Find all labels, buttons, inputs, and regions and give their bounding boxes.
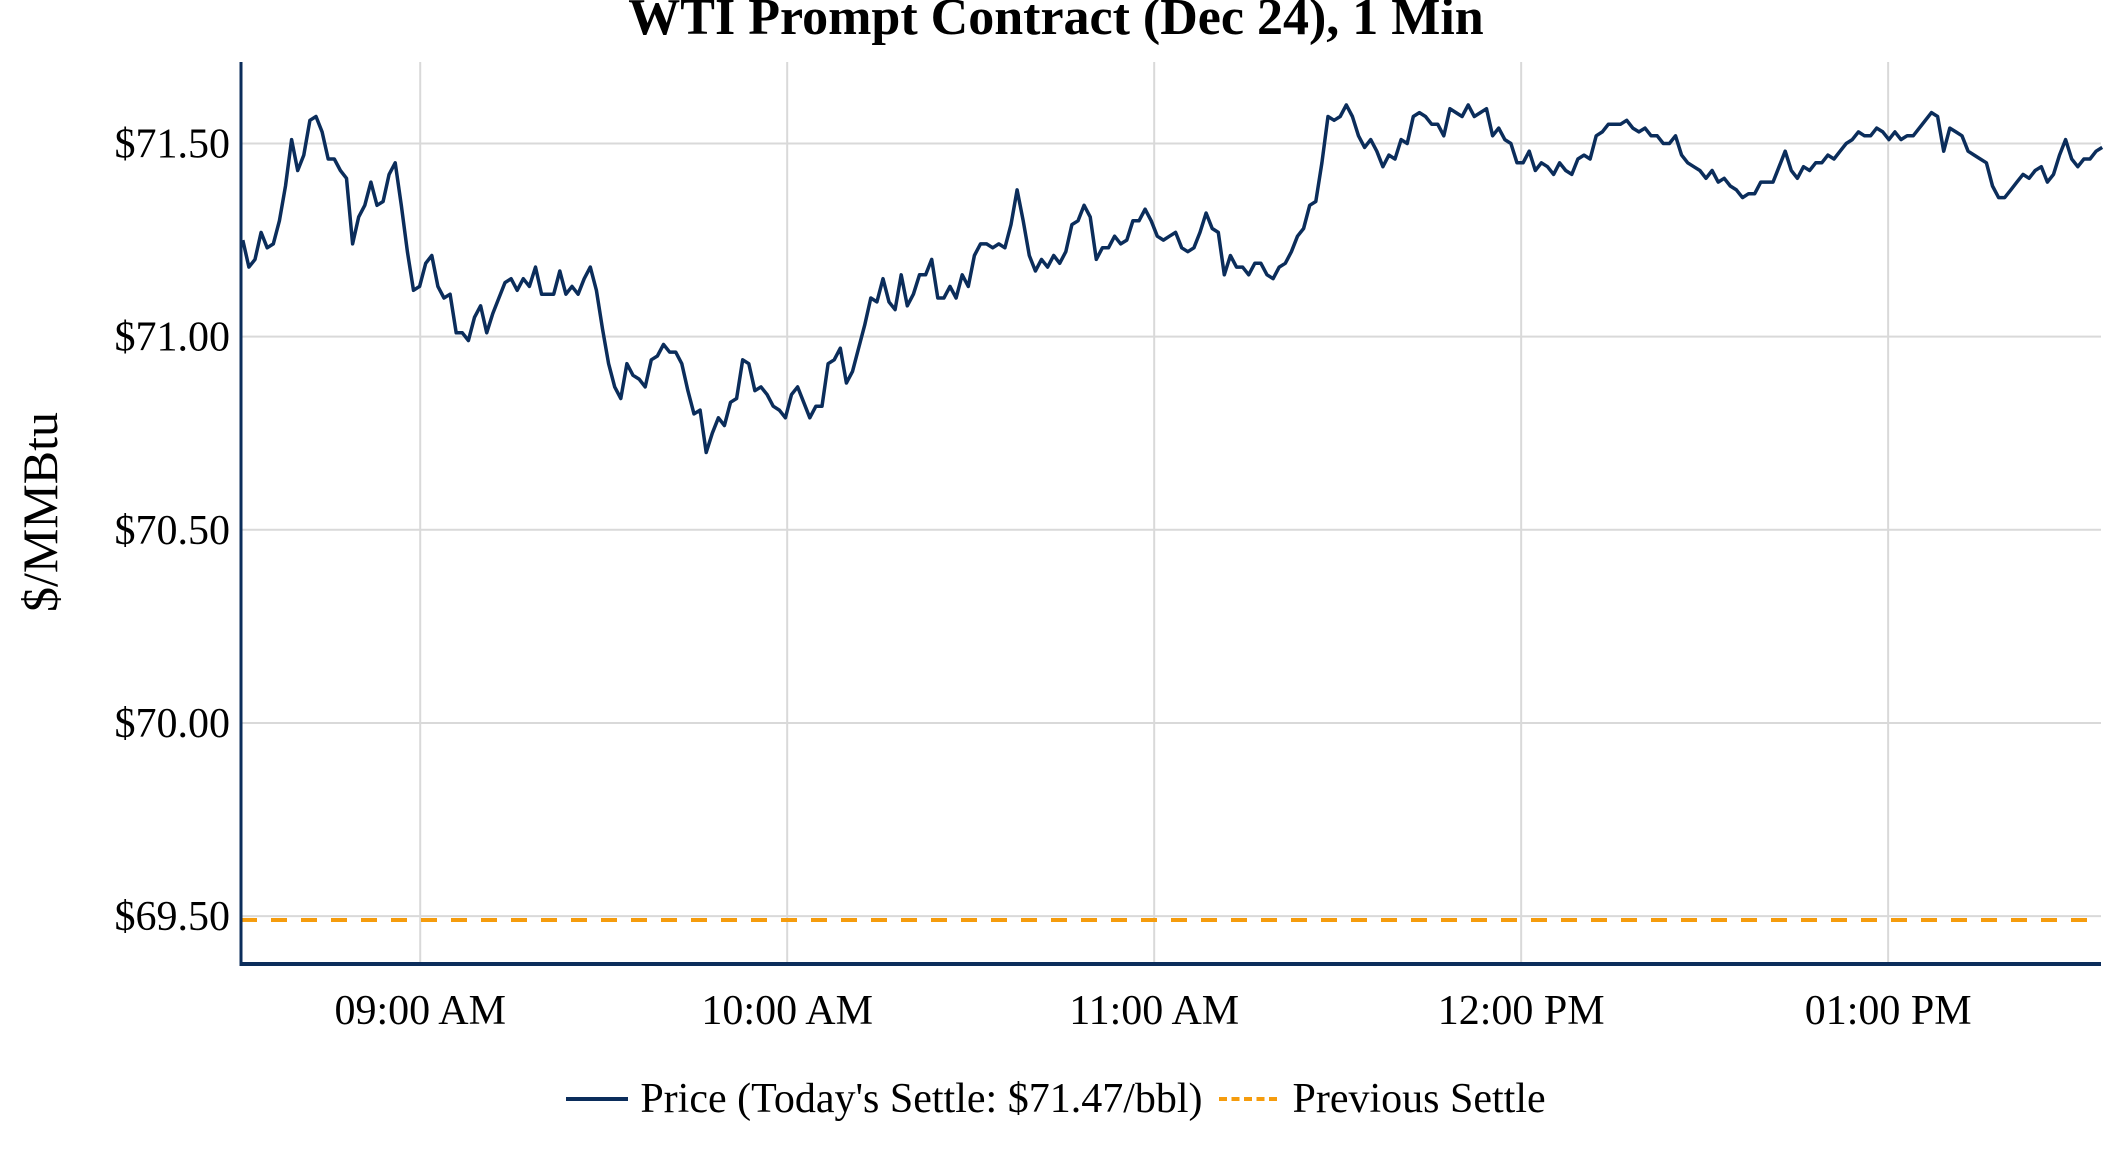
price-line	[241, 103, 2104, 455]
y-tick-label: $71.50	[115, 122, 231, 168]
legend-previous-settle-swatch	[1218, 1097, 1277, 1101]
x-tick-label: 10:00 AM	[701, 988, 873, 1034]
legend-price-swatch	[566, 1097, 629, 1101]
y-tick-label: $70.50	[115, 508, 231, 554]
y-tick-label: $69.50	[115, 894, 231, 940]
x-tick-label: 12:00 PM	[1438, 988, 1605, 1034]
x-tick-label: 01:00 PM	[1805, 988, 1972, 1034]
legend-price-label: Price (Today's Settle: $71.47/bbl)	[640, 1076, 1203, 1122]
chart-title: WTI Prompt Contract (Dec 24), 1 Min	[628, 0, 1484, 46]
legend: Price (Today's Settle: $71.47/bbl) Previ…	[0, 1075, 2112, 1123]
x-tick-label: 11:00 AM	[1069, 988, 1239, 1034]
legend-previous-settle-label: Previous Settle	[1292, 1076, 1546, 1122]
x-tick-label: 09:00 AM	[334, 988, 506, 1034]
y-tick-label: $70.00	[115, 701, 231, 747]
legend-item-price[interactable]: Price (Today's Settle: $71.47/bbl)	[566, 1075, 1203, 1123]
legend-item-previous-settle[interactable]: Previous Settle	[1218, 1075, 1546, 1123]
y-tick-label: $71.00	[115, 315, 231, 361]
